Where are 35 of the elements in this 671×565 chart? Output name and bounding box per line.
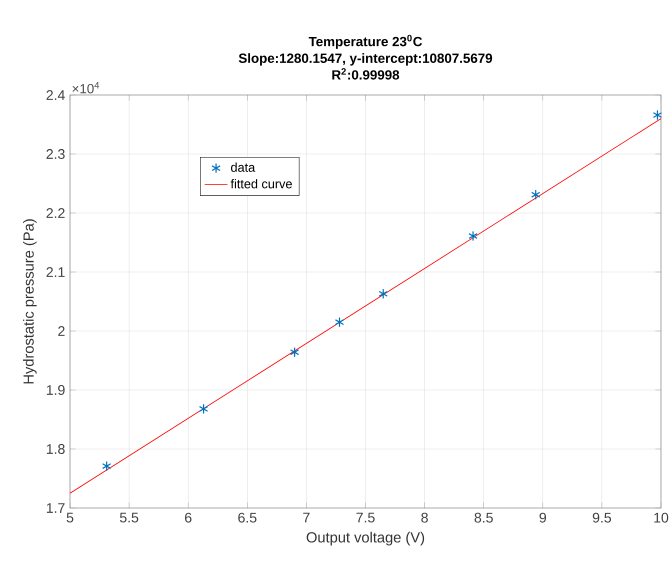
- x-tick-label: 6.5: [238, 512, 256, 523]
- point: [290, 346, 300, 358]
- x-tick-label: 8.5: [474, 512, 493, 523]
- y-tick-label: 1.9: [46, 385, 65, 395]
- y-tick-label: 1.7: [46, 503, 65, 513]
- x-tick-label: 8: [421, 512, 428, 523]
- y-tick-label: 2.1: [46, 267, 65, 277]
- x-tick-label: 6: [185, 512, 192, 523]
- point: [102, 460, 112, 472]
- y-axis-title: Hydrostatic pressure (Pa): [23, 219, 37, 384]
- point: [198, 404, 208, 414]
- x-tick-label: 9: [540, 512, 546, 523]
- legend-label: fitted curve: [230, 179, 292, 188]
- text: ×10$^{4}$: [72, 82, 100, 94]
- legend-label: data: [231, 162, 256, 172]
- chart-subtitle: Slope:1280.1547, y-intercept:10807.5679: [238, 53, 492, 66]
- y-tick-label: 1.8: [46, 444, 65, 454]
- x-tick-label: 7.5: [356, 512, 375, 522]
- x-tick-label: 7: [303, 512, 310, 522]
- point: [334, 316, 344, 328]
- y-tick-label: 2.4: [46, 90, 65, 100]
- y-tick-label: 2: [58, 326, 65, 336]
- x-axis-title: Output voltage (V): [306, 532, 424, 546]
- text: R$^{2}$:0.99998: [332, 68, 400, 80]
- chart-title: Temperature 23$^{0}$C: [308, 34, 422, 49]
- point: [652, 110, 662, 120]
- point: [531, 189, 540, 200]
- y-tick-label: 2.2: [46, 208, 65, 218]
- point: [468, 230, 478, 242]
- y-tick-label: 2.3: [46, 149, 65, 159]
- x-tick-label: 9.5: [592, 512, 612, 523]
- x-tick-label: 5: [66, 512, 74, 522]
- x-tick-label: 10: [654, 512, 668, 523]
- x-tick-label: 5.5: [120, 512, 138, 522]
- point: [378, 288, 388, 300]
